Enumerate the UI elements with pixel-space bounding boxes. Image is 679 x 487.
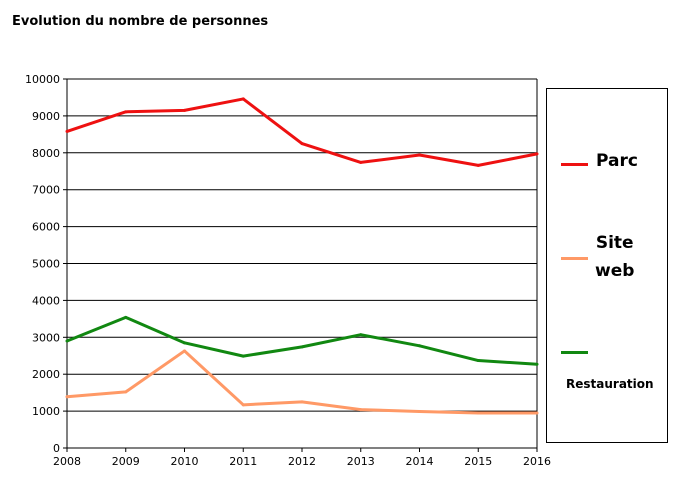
data-point-site-web bbox=[359, 408, 363, 412]
y-tick-label: 7000 bbox=[32, 184, 60, 197]
chart-title: Evolution du nombre de personnes bbox=[12, 14, 269, 29]
legend-swatch-restauration bbox=[561, 351, 588, 354]
data-point-restauration bbox=[65, 339, 69, 343]
data-point-restauration bbox=[359, 333, 363, 337]
y-tick-label: 5000 bbox=[32, 258, 60, 271]
x-tick-label: 2015 bbox=[464, 455, 492, 468]
data-point-parc bbox=[418, 153, 421, 157]
data-point-site-web bbox=[183, 349, 186, 353]
data-point-restauration bbox=[183, 341, 186, 345]
data-point-restauration bbox=[418, 344, 421, 348]
y-tick-label: 3000 bbox=[32, 331, 60, 344]
y-tick-label: 8000 bbox=[32, 147, 60, 160]
legend-label-restauration: Restauration bbox=[566, 377, 654, 391]
data-point-site-web bbox=[535, 411, 539, 415]
legend-label-site-web-line1: Site bbox=[595, 233, 634, 253]
x-tick-label: 2009 bbox=[112, 455, 140, 468]
data-point-restauration bbox=[241, 354, 245, 358]
x-tick-label: 2013 bbox=[347, 455, 375, 468]
legend: Parc Site web Restauration bbox=[546, 88, 668, 443]
legend-swatch-parc bbox=[561, 163, 588, 166]
legend-label-parc: Parc bbox=[596, 151, 638, 171]
y-tick-label: 0 bbox=[53, 442, 60, 455]
data-point-site-web bbox=[418, 409, 421, 413]
data-point-restauration bbox=[300, 345, 304, 349]
legend-swatch-site-web bbox=[561, 257, 588, 260]
data-point-restauration bbox=[124, 315, 128, 319]
y-tick-label: 4000 bbox=[32, 294, 60, 307]
data-point-parc bbox=[359, 160, 363, 164]
data-point-site-web bbox=[65, 395, 69, 399]
x-tick-label: 2008 bbox=[53, 455, 81, 468]
data-point-parc bbox=[476, 163, 480, 167]
data-point-site-web bbox=[124, 390, 128, 394]
data-point-parc bbox=[65, 129, 69, 133]
data-point-site-web bbox=[241, 403, 245, 407]
data-point-parc bbox=[183, 108, 186, 112]
x-tick-label: 2010 bbox=[171, 455, 199, 468]
y-tick-label: 9000 bbox=[32, 110, 60, 123]
x-tick-label: 2011 bbox=[229, 455, 257, 468]
data-point-restauration bbox=[535, 362, 539, 366]
x-tick-label: 2016 bbox=[523, 455, 551, 468]
y-tick-label: 6000 bbox=[32, 221, 60, 234]
data-point-parc bbox=[535, 152, 539, 156]
data-point-restauration bbox=[476, 359, 480, 363]
data-point-parc bbox=[241, 97, 245, 101]
x-tick-label: 2014 bbox=[406, 455, 434, 468]
legend-label-site-web: Site web bbox=[595, 229, 634, 285]
data-point-site-web bbox=[300, 400, 304, 404]
legend-label-site-web-line2: web bbox=[595, 261, 635, 281]
data-point-parc bbox=[124, 110, 128, 114]
x-tick-label: 2012 bbox=[288, 455, 316, 468]
data-point-site-web bbox=[476, 411, 480, 415]
data-point-parc bbox=[300, 142, 304, 146]
y-tick-label: 1000 bbox=[32, 405, 60, 418]
y-tick-label: 2000 bbox=[32, 368, 60, 381]
y-tick-label: 10000 bbox=[25, 73, 60, 86]
